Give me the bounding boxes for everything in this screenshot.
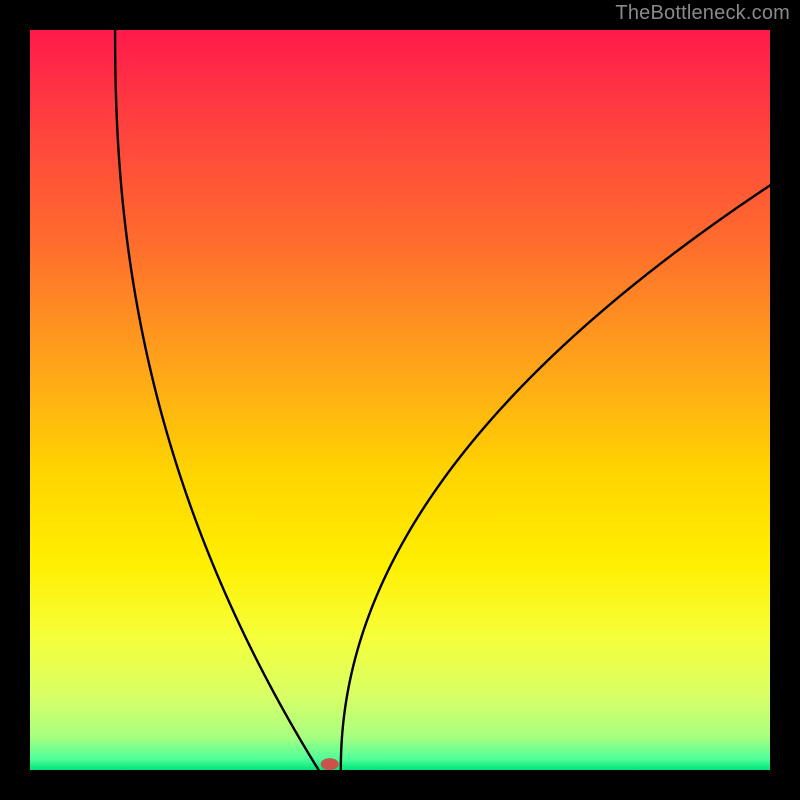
chart-container: TheBottleneck.com bbox=[0, 0, 800, 800]
plot-area bbox=[30, 30, 770, 770]
watermark-text: TheBottleneck.com bbox=[615, 2, 790, 25]
bottleneck-chart bbox=[0, 0, 800, 800]
bottleneck-marker bbox=[321, 758, 339, 770]
